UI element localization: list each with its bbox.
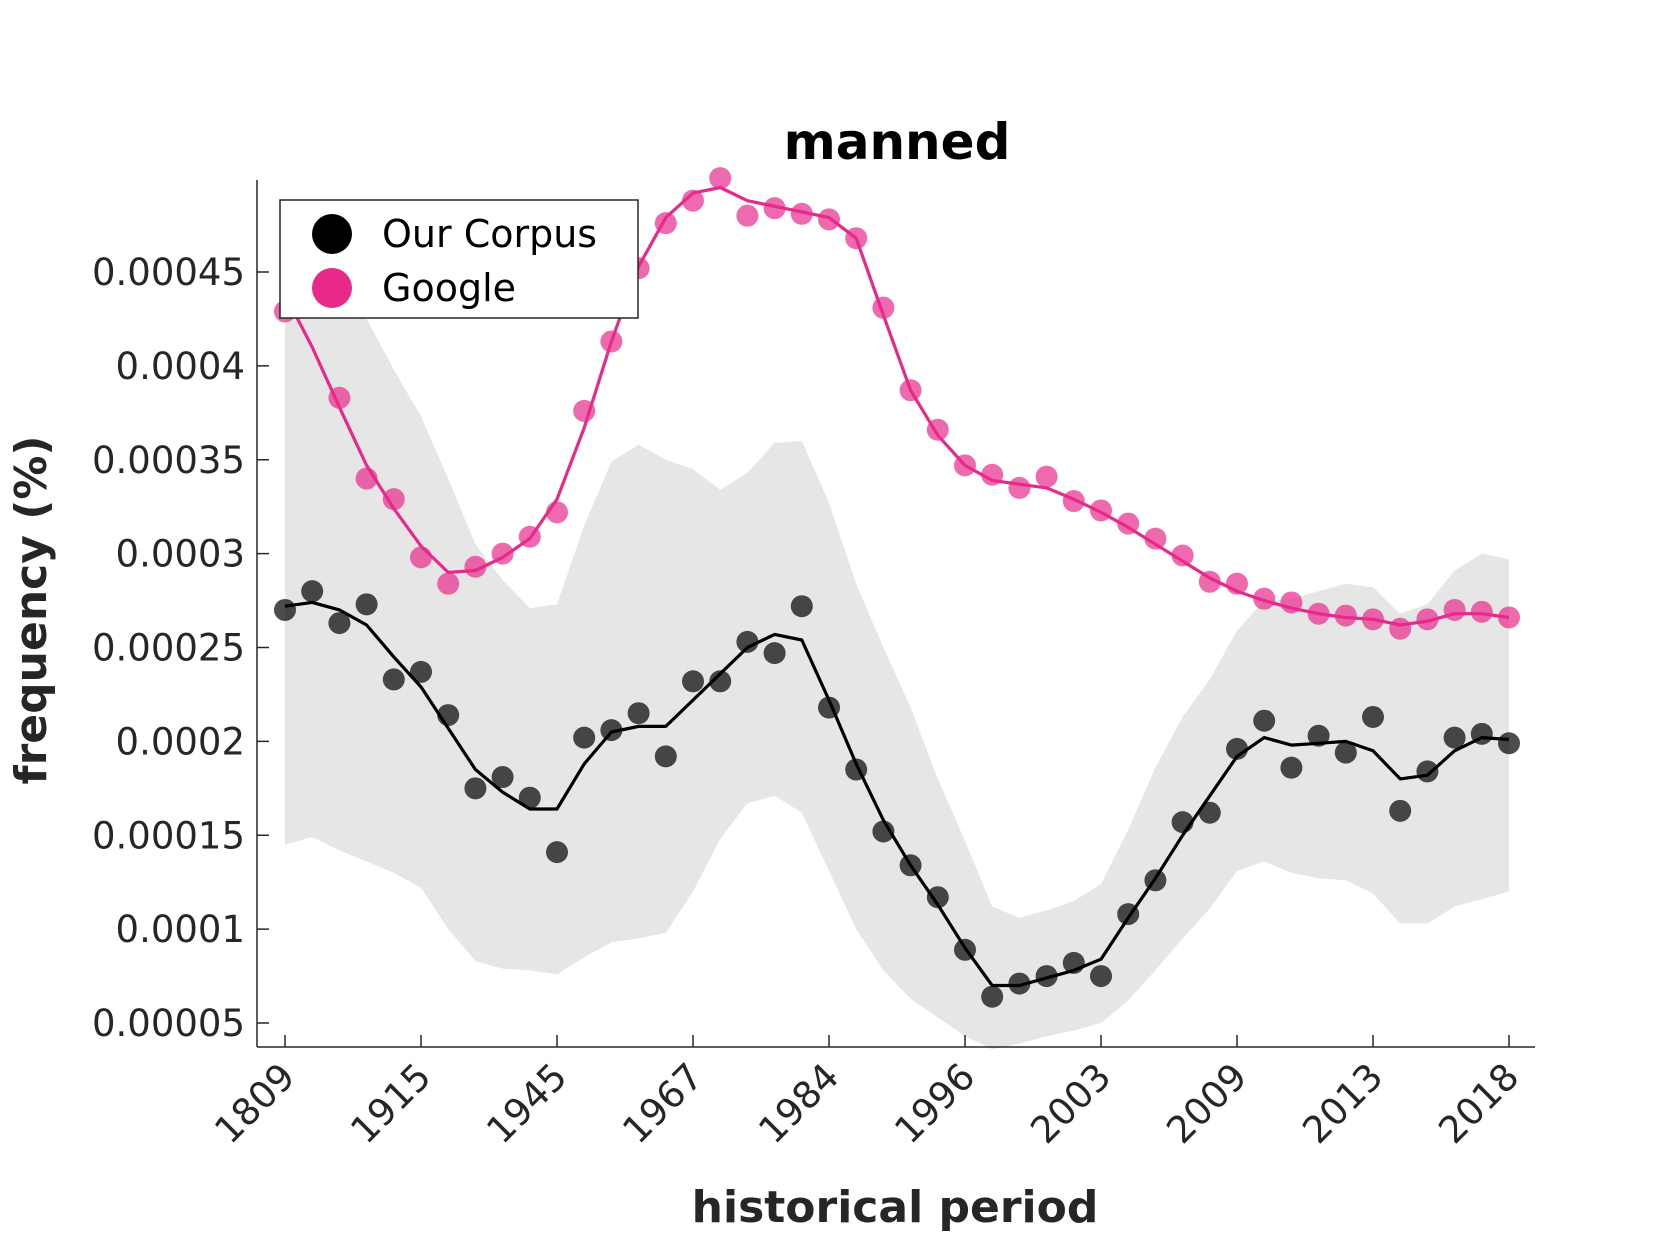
our-corpus-point: [301, 580, 324, 603]
our-corpus-point: [1443, 726, 1466, 749]
google-point: [1443, 598, 1466, 621]
our-corpus-line: [284, 600, 1510, 988]
google-point: [682, 189, 704, 212]
legend-marker-google: [312, 268, 352, 308]
google-point: [410, 546, 432, 569]
y-tick-label: 0.00025: [92, 627, 245, 670]
google-point: [1062, 490, 1085, 513]
google-point: [790, 202, 813, 225]
our-corpus-point: [1362, 705, 1384, 728]
our-corpus-point: [1035, 965, 1058, 988]
x-tick-label: 2009: [1158, 1055, 1255, 1152]
x-tick-label: 1984: [750, 1055, 847, 1152]
our-corpus-point: [355, 593, 378, 616]
our-corpus-point: [464, 777, 487, 800]
google-point: [1171, 544, 1194, 567]
our-corpus-point: [1389, 799, 1412, 822]
our-corpus-point: [1416, 760, 1439, 783]
x-tick-label: 1809: [206, 1055, 303, 1152]
x-axis-label: historical period: [692, 1182, 1099, 1233]
y-tick-label: 0.00015: [92, 814, 245, 857]
y-tick-label: 0.00045: [92, 251, 245, 294]
our-corpus-point: [410, 660, 432, 683]
y-tick-label: 0.0004: [116, 345, 245, 388]
our-corpus-point: [1307, 724, 1330, 747]
our-corpus-point: [926, 886, 949, 909]
x-tick-label: 1996: [886, 1055, 983, 1152]
our-corpus-point: [274, 598, 296, 621]
our-corpus-point: [709, 670, 732, 693]
our-corpus-point: [382, 668, 405, 691]
google-point: [1035, 465, 1058, 488]
our-corpus-point: [518, 786, 541, 809]
confidence-band: [285, 277, 1509, 1050]
x-tick-label: 1967: [614, 1055, 711, 1152]
our-corpus-point: [627, 702, 650, 725]
x-tick-label: 2018: [1430, 1055, 1527, 1152]
our-corpus-point: [1198, 801, 1221, 824]
y-tick-label: 0.0001: [116, 908, 245, 951]
our-corpus-point: [763, 642, 786, 665]
legend: Our Corpus Google: [279, 199, 639, 319]
our-corpus-point: [1090, 965, 1112, 988]
our-corpus-point: [736, 630, 759, 653]
plot-area: [274, 167, 1520, 1050]
google-point: [382, 488, 405, 511]
google-point: [709, 167, 732, 190]
google-point: [1008, 476, 1031, 499]
google-point: [1389, 617, 1412, 640]
our-corpus-point: [1498, 732, 1520, 755]
our-corpus-point: [1280, 756, 1303, 779]
our-corpus-point: [573, 726, 596, 749]
y-tick-label: 0.0003: [116, 533, 245, 576]
google-point: [1416, 608, 1439, 631]
our-corpus-point: [682, 670, 704, 693]
google-point: [437, 572, 460, 595]
google-point: [763, 197, 786, 220]
x-tick-label: 1915: [342, 1055, 439, 1152]
x-tick-label: 2003: [1022, 1055, 1119, 1152]
y-axis-label: frequency (%): [6, 435, 57, 784]
y-tick-label: 0.00005: [92, 1002, 245, 1045]
legend-label-google: Google: [382, 266, 516, 310]
our-corpus-point: [654, 745, 677, 768]
legend-label-our-corpus: Our Corpus: [382, 212, 597, 256]
our-corpus-point: [491, 766, 514, 789]
our-corpus-point: [872, 820, 895, 843]
y-tick-label: 0.00035: [92, 439, 245, 482]
our-corpus-point: [1008, 972, 1031, 995]
our-corpus-point: [600, 719, 623, 742]
x-tick-label: 2013: [1294, 1055, 1391, 1152]
google-point: [1253, 587, 1276, 610]
google-point: [736, 204, 759, 227]
google-line: [283, 185, 1510, 627]
our-corpus-point: [546, 841, 568, 864]
google-point: [1144, 527, 1167, 550]
our-corpus-point: [328, 612, 351, 635]
our-corpus-point: [1253, 709, 1276, 732]
our-corpus-point: [790, 595, 813, 618]
legend-marker-our-corpus: [312, 214, 352, 254]
y-tick-label: 0.0002: [116, 720, 245, 763]
chart-title: manned: [784, 113, 1011, 171]
x-tick-label: 1945: [478, 1055, 575, 1152]
google-point: [1334, 604, 1357, 627]
google-point: [1470, 600, 1493, 623]
our-corpus-point: [981, 985, 1004, 1008]
our-corpus-point: [1334, 741, 1357, 764]
